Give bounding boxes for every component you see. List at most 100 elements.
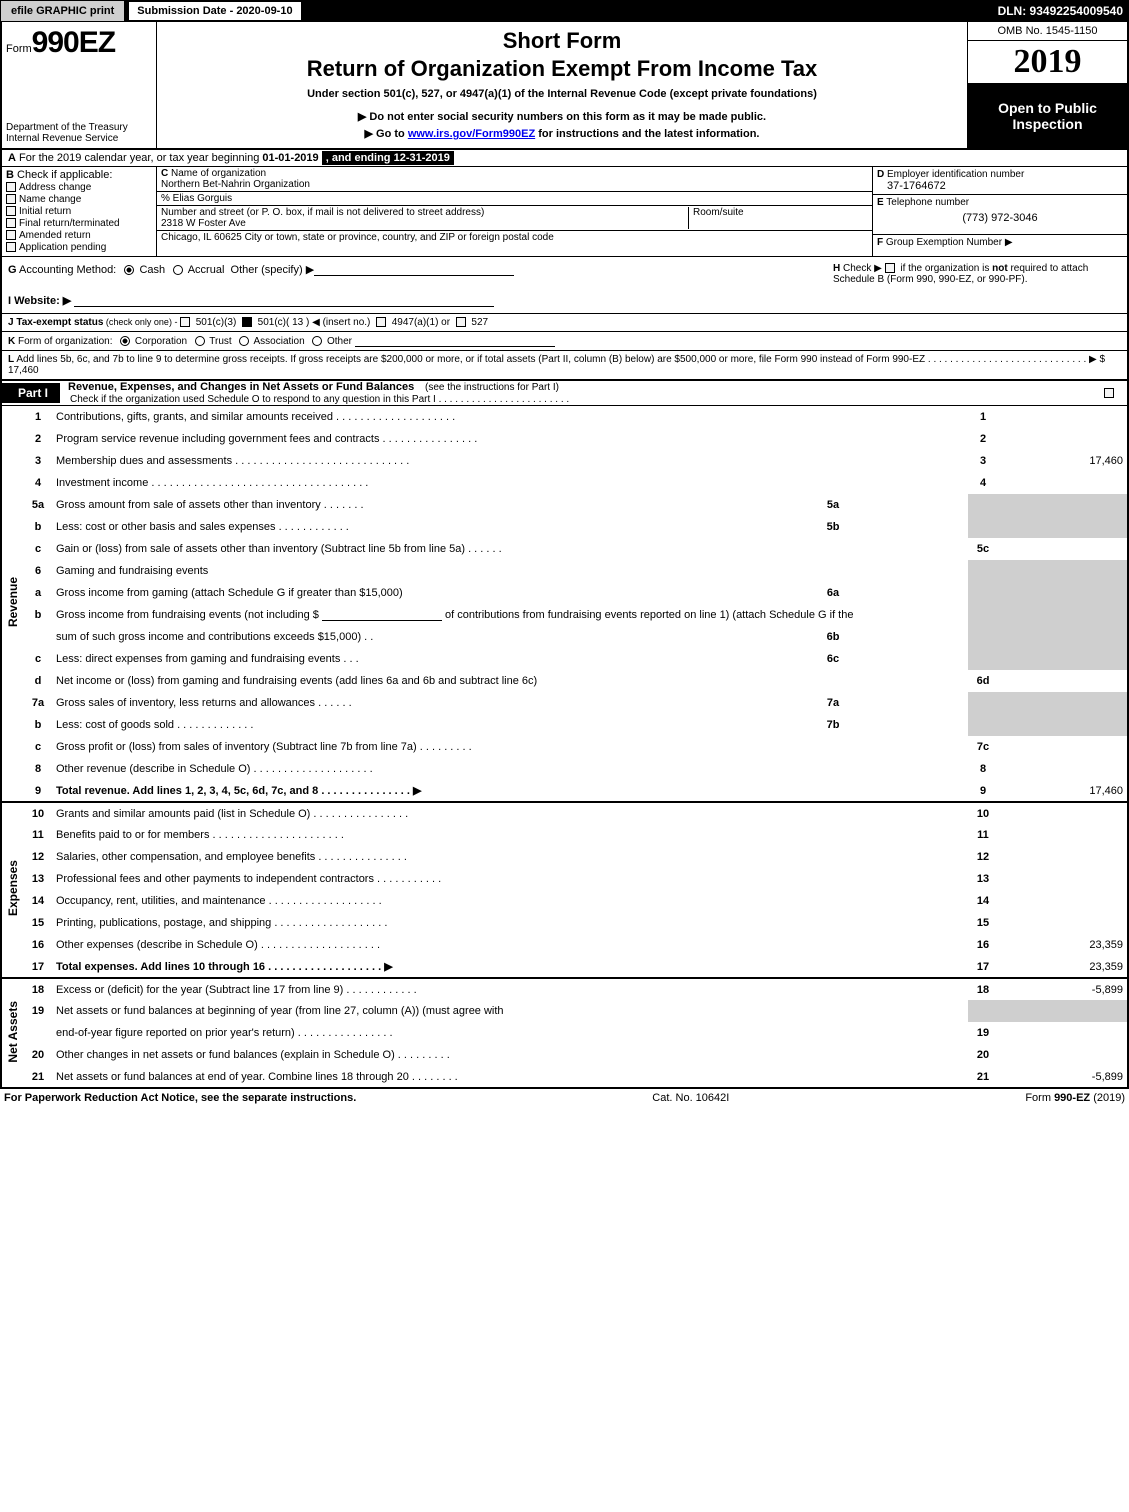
val-7c — [998, 736, 1128, 758]
lnum-10: 10 — [24, 802, 52, 824]
rnum-11: 11 — [968, 824, 998, 846]
val-6b2-grey — [998, 626, 1128, 648]
line-a-label: A — [8, 152, 16, 164]
vtab-revenue: Revenue — [6, 577, 20, 627]
lbl-application-pending: Application pending — [19, 242, 106, 253]
fundraising-blank[interactable] — [322, 609, 442, 621]
radio-cash[interactable] — [124, 265, 134, 275]
street-address: 2318 W Foster Ave — [161, 218, 246, 229]
rnum-14: 14 — [968, 890, 998, 912]
ssn-warning: ▶ Do not enter social security numbers o… — [165, 110, 959, 123]
rnum-6c-grey — [968, 648, 998, 670]
val-7a-grey — [998, 692, 1128, 714]
sval-7a — [848, 692, 968, 714]
val-4 — [998, 472, 1128, 494]
snum-7a: 7a — [818, 692, 848, 714]
line-a-tax-year: A For the 2019 calendar year, or tax yea… — [0, 150, 1129, 167]
irs-label: Internal Revenue Service — [6, 133, 152, 144]
sval-5a — [848, 494, 968, 516]
lnum-15: 15 — [24, 912, 52, 934]
col-e-text: Telephone number — [884, 197, 969, 208]
chk-amended-return[interactable] — [6, 230, 16, 240]
open-public-badge: Open to Public Inspection — [968, 84, 1127, 148]
desc-3: Membership dues and assessments . . . . … — [52, 450, 968, 472]
val-2 — [998, 428, 1128, 450]
desc-12: Salaries, other compensation, and employ… — [52, 846, 968, 868]
form-prefix: Form — [6, 43, 32, 55]
efile-print-button[interactable]: efile GRAPHIC print — [0, 0, 125, 22]
val-15 — [998, 912, 1128, 934]
chk-schedule-o[interactable] — [1104, 388, 1114, 398]
section-bcdef: B Check if applicable: Address change Na… — [0, 167, 1129, 257]
radio-trust[interactable] — [195, 336, 205, 346]
l-amount: 17,460 — [8, 365, 39, 376]
sval-5b — [848, 516, 968, 538]
line-a-text1: For the 2019 calendar year, or tax year … — [16, 152, 262, 164]
l-text: Add lines 5b, 6c, and 7b to line 9 to de… — [14, 354, 1105, 365]
radio-other-org[interactable] — [312, 336, 322, 346]
chk-address-change[interactable] — [6, 182, 16, 192]
lnum-3: 3 — [24, 450, 52, 472]
chk-final-return[interactable] — [6, 218, 16, 228]
rnum-7b-grey — [968, 714, 998, 736]
val-6a-grey — [998, 582, 1128, 604]
other-org-blank[interactable] — [355, 335, 555, 347]
row-line-6b-1: b Gross income from fundraising events (… — [1, 604, 1128, 626]
radio-corporation[interactable] — [120, 336, 130, 346]
goto-prefix: ▶ Go to — [365, 128, 408, 140]
form-990ez-number: 990EZ — [32, 26, 115, 60]
val-5a-grey — [998, 494, 1128, 516]
h-text2: if the organization is — [900, 263, 992, 274]
lbl-527: 527 — [471, 317, 488, 328]
desc-6c: Less: direct expenses from gaming and fu… — [52, 648, 818, 670]
rnum-6b1-grey — [968, 604, 998, 626]
lbl-501c3: 501(c)(3) — [196, 317, 237, 328]
col-b-label: B — [6, 169, 14, 181]
val-5c — [998, 538, 1128, 560]
rnum-1: 1 — [968, 406, 998, 428]
radio-association[interactable] — [239, 336, 249, 346]
desc-6b-1: Gross income from fundraising events (no… — [52, 604, 968, 626]
desc-6a: Gross income from gaming (attach Schedul… — [52, 582, 818, 604]
specify-blank[interactable] — [314, 264, 514, 276]
column-h: H Check ▶ if the organization is not req… — [827, 257, 1127, 313]
val-16: 23,359 — [998, 934, 1128, 956]
row-line-6a: a Gross income from gaming (attach Sched… — [1, 582, 1128, 604]
val-6c-grey — [998, 648, 1128, 670]
col-c-name-label: Name of organization — [168, 168, 266, 179]
rnum-4: 4 — [968, 472, 998, 494]
chk-4947[interactable] — [376, 317, 386, 327]
snum-6a: 6a — [818, 582, 848, 604]
lbl-address-change: Address change — [19, 182, 91, 193]
lbl-initial-return: Initial return — [19, 206, 71, 217]
website-blank[interactable] — [74, 294, 494, 307]
desc-5b: Less: cost or other basis and sales expe… — [52, 516, 818, 538]
chk-application-pending[interactable] — [6, 242, 16, 252]
chk-527[interactable] — [456, 317, 466, 327]
rnum-6b2-grey — [968, 626, 998, 648]
row-line-7b: b Less: cost of goods sold . . . . . . .… — [1, 714, 1128, 736]
radio-accrual[interactable] — [173, 265, 183, 275]
row-line-5a: 5a Gross amount from sale of assets othe… — [1, 494, 1128, 516]
rnum-21: 21 — [968, 1066, 998, 1088]
lnum-7a: 7a — [24, 692, 52, 714]
top-bar: efile GRAPHIC print Submission Date - 20… — [0, 0, 1129, 22]
vtab-expenses: Expenses — [6, 860, 20, 916]
rnum-6-grey — [968, 560, 998, 582]
lbl-name-change: Name change — [19, 194, 81, 205]
desc-10: Grants and similar amounts paid (list in… — [52, 802, 968, 824]
chk-name-change[interactable] — [6, 194, 16, 204]
street-label: Number and street (or P. O. box, if mail… — [161, 207, 484, 218]
lnum-9: 9 — [24, 780, 52, 802]
chk-initial-return[interactable] — [6, 206, 16, 216]
footer-right-prefix: Form — [1025, 1092, 1054, 1104]
rnum-9: 9 — [968, 780, 998, 802]
chk-schedule-b[interactable] — [885, 263, 895, 273]
val-5b-grey — [998, 516, 1128, 538]
irs-link[interactable]: www.irs.gov/Form990EZ — [408, 128, 535, 140]
rnum-5a-grey — [968, 494, 998, 516]
desc-5a: Gross amount from sale of assets other t… — [52, 494, 818, 516]
sval-6b — [848, 626, 968, 648]
chk-501c3[interactable] — [180, 317, 190, 327]
chk-501c[interactable] — [242, 317, 252, 327]
